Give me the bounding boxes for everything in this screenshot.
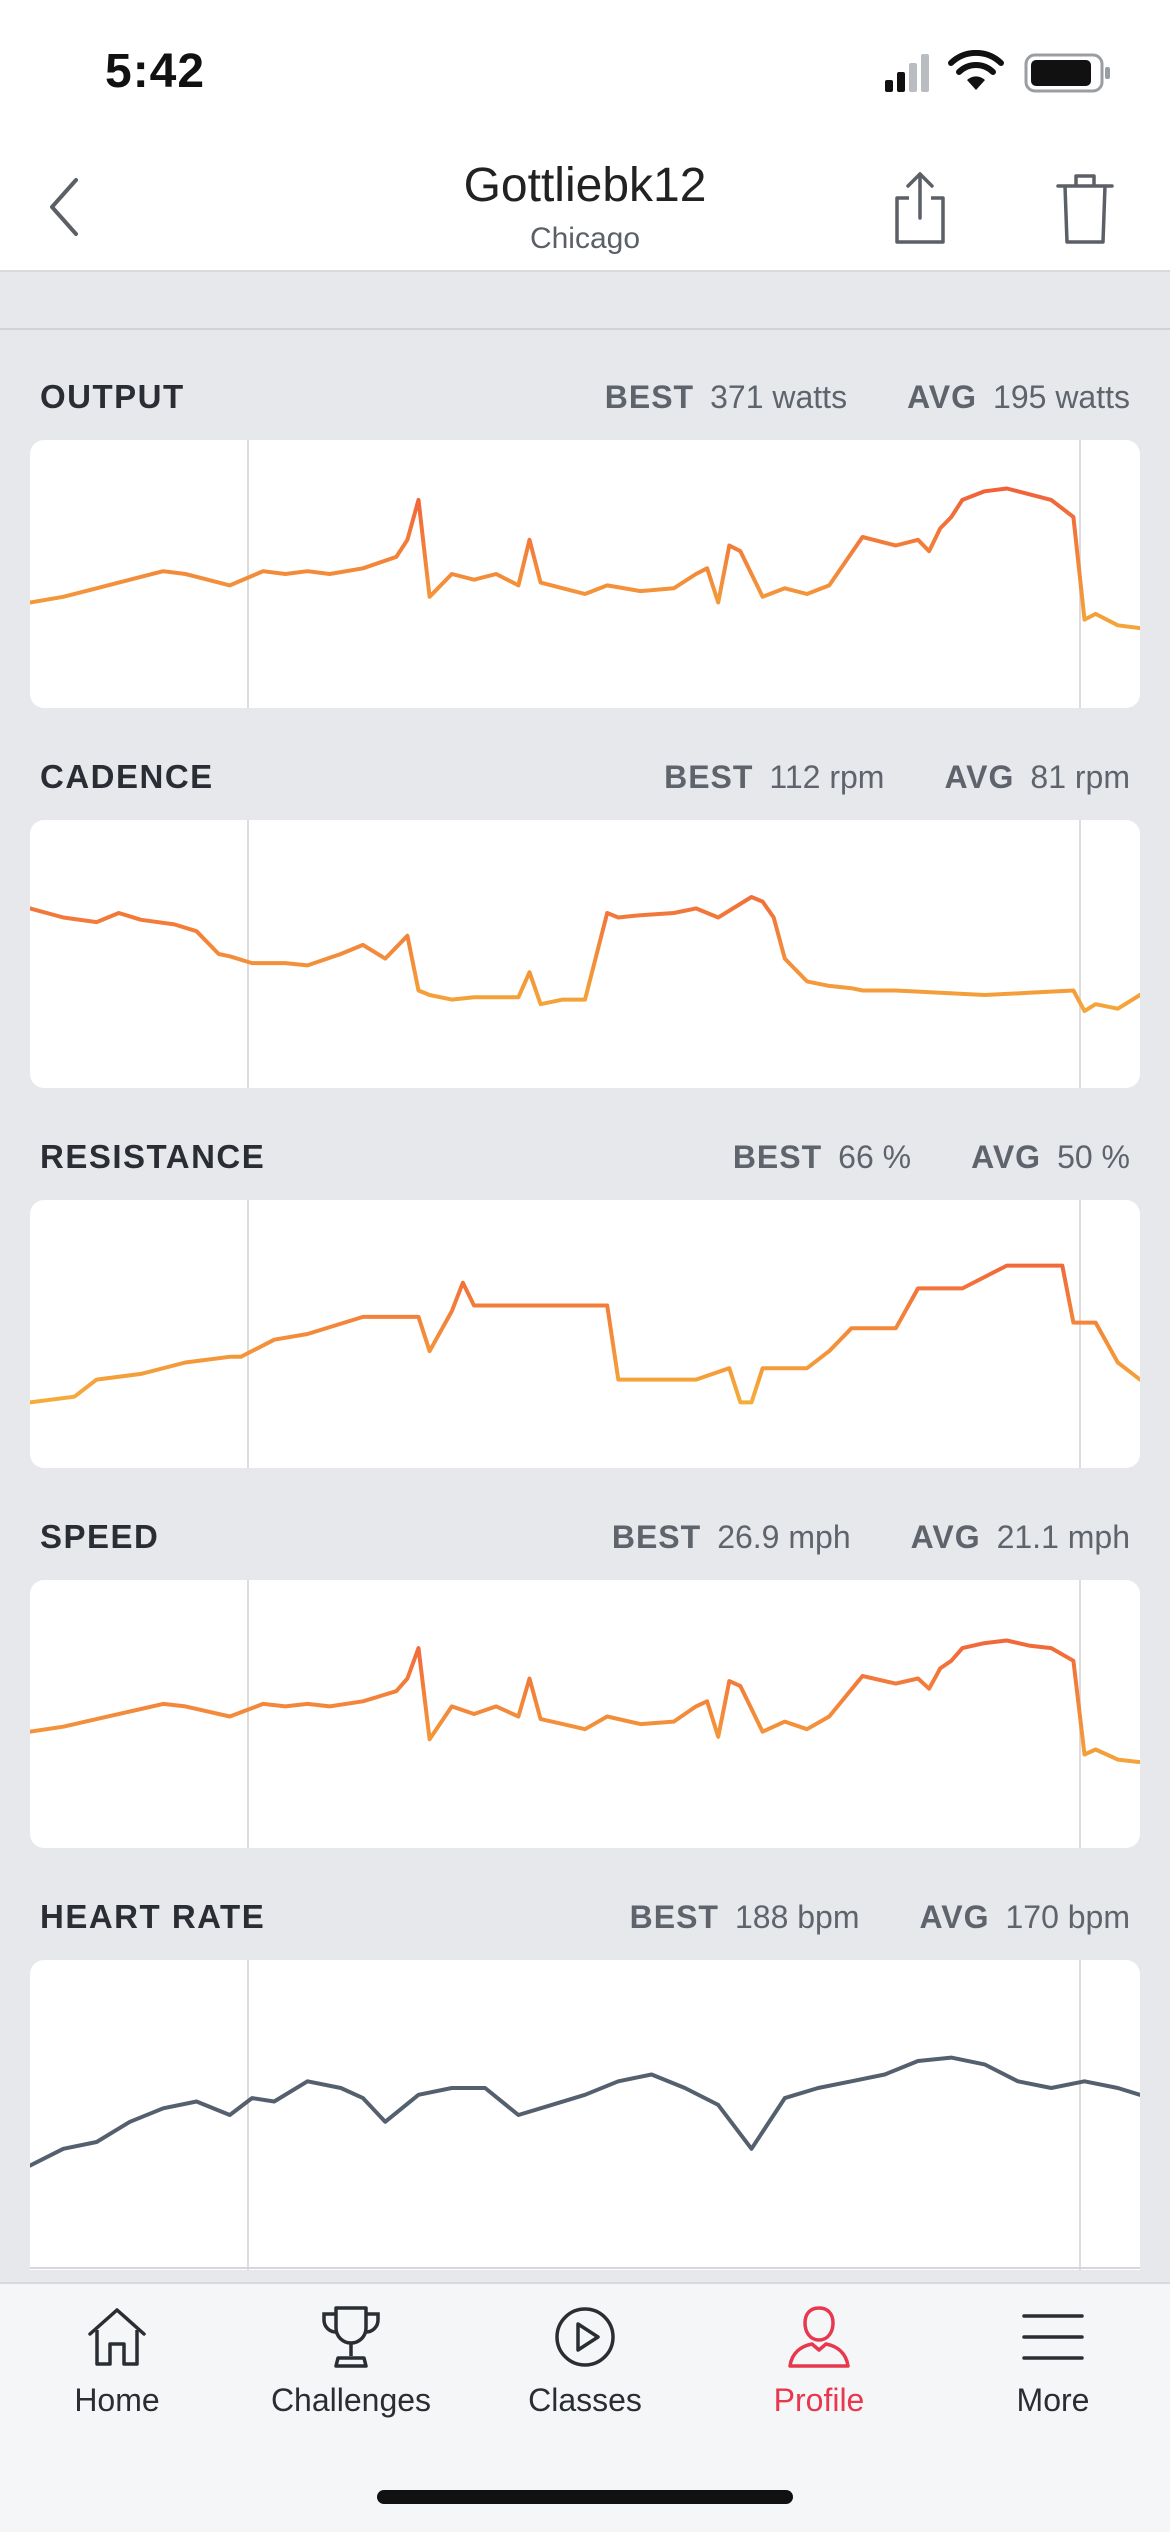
back-button[interactable] xyxy=(34,170,94,240)
output-chart xyxy=(30,440,1140,708)
best-value: 371 watts xyxy=(710,379,848,415)
resistance-stats: BEST 66 % AVG 50 % xyxy=(733,1139,1130,1176)
tab-classes[interactable]: Classes xyxy=(468,2302,702,2452)
best-value: 188 bpm xyxy=(734,1899,860,1935)
best-value: 26.9 mph xyxy=(717,1519,851,1555)
tab-challenges-label: Challenges xyxy=(270,2382,432,2418)
avg-label: AVG xyxy=(944,759,1015,795)
status-bar: 5:42 xyxy=(0,0,1170,140)
heart-rate-chart xyxy=(30,1960,1140,2270)
chart-svg xyxy=(30,820,1140,1088)
person-icon xyxy=(788,2306,850,2368)
avg-label: AVG xyxy=(971,1139,1042,1175)
heart-rate-label: HEART RATE xyxy=(40,1898,266,1935)
trophy-icon xyxy=(322,2306,380,2368)
home-indicator xyxy=(377,2490,793,2504)
speed-stats: BEST 26.9 mph AVG 21.1 mph xyxy=(612,1519,1130,1556)
best-label: BEST xyxy=(611,1519,702,1555)
wifi-icon xyxy=(948,49,1004,90)
best-value: 66 % xyxy=(838,1139,912,1175)
home-icon xyxy=(88,2308,146,2366)
tab-home-label: Home xyxy=(74,2382,160,2418)
speed-series-line xyxy=(30,1638,1140,1765)
page-subtitle: Chicago xyxy=(529,222,641,255)
tab-profile-label: Profile xyxy=(773,2382,865,2418)
battery-icon xyxy=(1024,53,1110,93)
delete-button[interactable] xyxy=(1050,170,1120,246)
trash-icon xyxy=(1056,174,1114,244)
avg-value: 195 watts xyxy=(993,379,1130,415)
chart-svg xyxy=(30,1580,1140,1848)
output-series-line xyxy=(30,486,1140,631)
avg-label: AVG xyxy=(919,1899,990,1935)
resistance-chart xyxy=(30,1200,1140,1468)
speed-chart xyxy=(30,1580,1140,1848)
cadence-series-line xyxy=(30,895,1140,1013)
chart-svg xyxy=(30,1200,1140,1468)
avg-value: 170 bpm xyxy=(1005,1899,1130,1935)
cadence-label: CADENCE xyxy=(40,758,214,795)
speed-label: SPEED xyxy=(40,1518,160,1555)
scroll-strip xyxy=(0,272,1170,330)
resistance-series-line xyxy=(30,1263,1140,1405)
signal-icon xyxy=(885,54,929,92)
avg-value: 81 rpm xyxy=(1030,759,1130,795)
tab-more[interactable]: More xyxy=(936,2302,1170,2452)
menu-icon xyxy=(1022,2314,1084,2360)
chart-svg xyxy=(30,440,1140,708)
resistance-label: RESISTANCE xyxy=(40,1138,266,1175)
heart-rate-stats: BEST 188 bpm AVG 170 bpm xyxy=(630,1899,1130,1936)
tab-challenges[interactable]: Challenges xyxy=(234,2302,468,2452)
avg-label: AVG xyxy=(910,1519,981,1555)
best-label: BEST xyxy=(604,379,695,415)
avg-value: 50 % xyxy=(1057,1139,1130,1175)
back-chevron-icon xyxy=(50,178,78,236)
tab-classes-label: Classes xyxy=(528,2382,642,2418)
tab-profile[interactable]: Profile xyxy=(702,2302,936,2452)
chart-svg xyxy=(30,1960,1140,2270)
output-stats: BEST 371 watts AVG 195 watts xyxy=(605,379,1130,416)
cadence-chart xyxy=(30,820,1140,1088)
heart-rate-series-line xyxy=(30,2055,1140,2168)
cadence-stats: BEST 112 rpm AVG 81 rpm xyxy=(664,759,1130,796)
nav-header: Gottliebk12 Chicago xyxy=(0,140,1170,272)
status-icons xyxy=(885,49,1115,94)
best-value: 112 rpm xyxy=(769,759,885,795)
play-circle-icon xyxy=(555,2307,615,2367)
share-icon xyxy=(895,172,945,244)
page-title: Gottliebk12 xyxy=(463,159,707,212)
avg-label: AVG xyxy=(907,379,978,415)
best-label: BEST xyxy=(629,1899,719,1935)
tab-more-label: More xyxy=(1016,2382,1090,2418)
avg-value: 21.1 mph xyxy=(996,1519,1130,1555)
output-label: OUTPUT xyxy=(40,378,185,415)
best-label: BEST xyxy=(732,1139,823,1175)
share-button[interactable] xyxy=(885,170,955,246)
status-time: 5:42 xyxy=(105,45,206,98)
tab-home[interactable]: Home xyxy=(0,2302,234,2452)
best-label: BEST xyxy=(664,759,754,795)
